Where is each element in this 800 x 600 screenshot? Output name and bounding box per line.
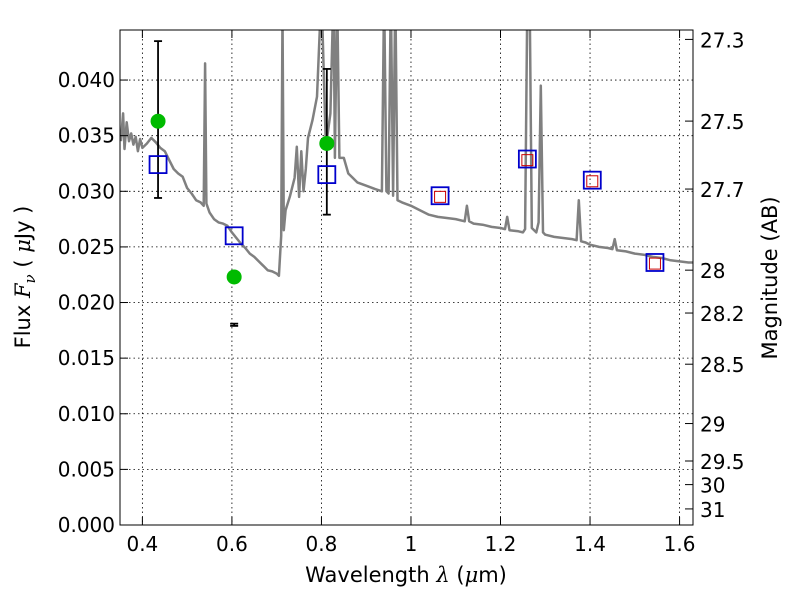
x-tick-label: 0.4 — [126, 532, 158, 556]
y-tick-label: 0.025 — [58, 235, 115, 259]
y-tick-label: 0.035 — [58, 124, 115, 148]
marker-layer — [148, 40, 665, 327]
x-axis-label: Wavelength λ (μm) — [305, 563, 507, 587]
x-tick-label: 1.4 — [574, 532, 606, 556]
model-photometry-square — [517, 149, 537, 169]
observed-point — [226, 269, 242, 285]
y-tick-label: 0.040 — [58, 68, 115, 92]
y2-tick-label: 27.3 — [700, 28, 745, 52]
observed-point — [150, 113, 166, 129]
x-tick-label: 0.8 — [306, 532, 338, 556]
model-spectrum-line — [120, 30, 693, 278]
y2-tick-label: 28.2 — [700, 302, 745, 326]
y2-axis-label: Magnitude (AB) — [758, 196, 782, 359]
y-axis-label: Flux Fν ( μJy ) — [11, 206, 39, 349]
inner-square-marker — [434, 190, 447, 203]
model-photometry-square — [224, 226, 244, 246]
observed-point — [319, 135, 335, 151]
model-photometry-square — [317, 165, 337, 185]
model-photometry-square — [148, 155, 168, 174]
y2-tick-label: 28 — [700, 259, 725, 283]
y-tick-label: 0.000 — [58, 513, 115, 537]
model-photometry-square — [645, 253, 665, 272]
grid — [120, 30, 693, 525]
x-tick-label: 1.2 — [485, 532, 517, 556]
y2-tick-label: 28.5 — [700, 353, 745, 377]
y-tick-label: 0.005 — [58, 457, 115, 481]
data-layer — [120, 30, 693, 278]
y2-tick-label: 27.5 — [700, 110, 745, 134]
y-tick-label: 0.015 — [58, 346, 115, 370]
y2-tick-label: 29.5 — [700, 450, 745, 474]
inner-square-marker — [648, 257, 661, 270]
plot-frame — [119, 29, 694, 526]
ticks: 0.4 0.6 0.8 1 1.2 1.4 1.6 0.000 0.005 0.010 0.015 0… — [58, 28, 745, 556]
y-tick-label: 0.010 — [58, 402, 115, 426]
inner-square-marker — [521, 154, 534, 167]
y2-tick-label: 29 — [700, 413, 725, 437]
y2-tick-label: 30 — [700, 474, 725, 498]
y-tick-label: 0.020 — [58, 291, 115, 315]
x-tick-label: 1.6 — [664, 532, 696, 556]
x-tick-label: 1 — [405, 532, 418, 556]
inner-square-marker — [586, 175, 599, 188]
plot-area — [120, 30, 693, 525]
y-tick-label: 0.030 — [58, 179, 115, 203]
y2-tick-label: 27.7 — [700, 178, 745, 202]
model-photometry-square — [430, 186, 450, 206]
y2-tick-label: 31 — [700, 498, 725, 522]
x-tick-label: 0.6 — [216, 532, 248, 556]
model-photometry-square — [582, 170, 602, 190]
